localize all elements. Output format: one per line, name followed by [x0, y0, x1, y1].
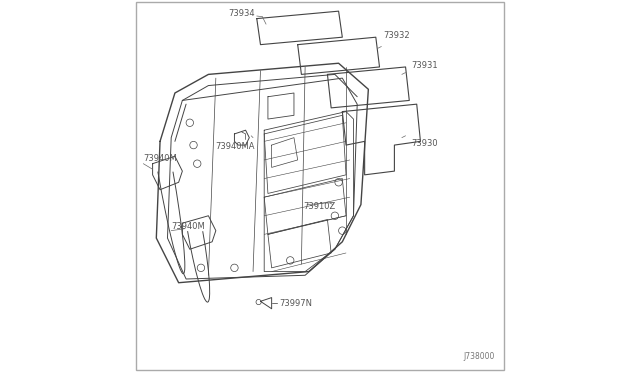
- Text: J738000: J738000: [463, 352, 495, 361]
- Text: 73940M: 73940M: [172, 222, 205, 231]
- Text: 73997N: 73997N: [279, 299, 312, 308]
- Text: 73910Z: 73910Z: [303, 202, 335, 211]
- Text: 73932: 73932: [383, 31, 410, 40]
- Text: 73940MA: 73940MA: [216, 142, 255, 151]
- Text: 73934: 73934: [228, 9, 255, 17]
- Text: 73931: 73931: [411, 61, 438, 70]
- Text: 73940M: 73940M: [143, 154, 177, 163]
- Text: 73930: 73930: [411, 139, 438, 148]
